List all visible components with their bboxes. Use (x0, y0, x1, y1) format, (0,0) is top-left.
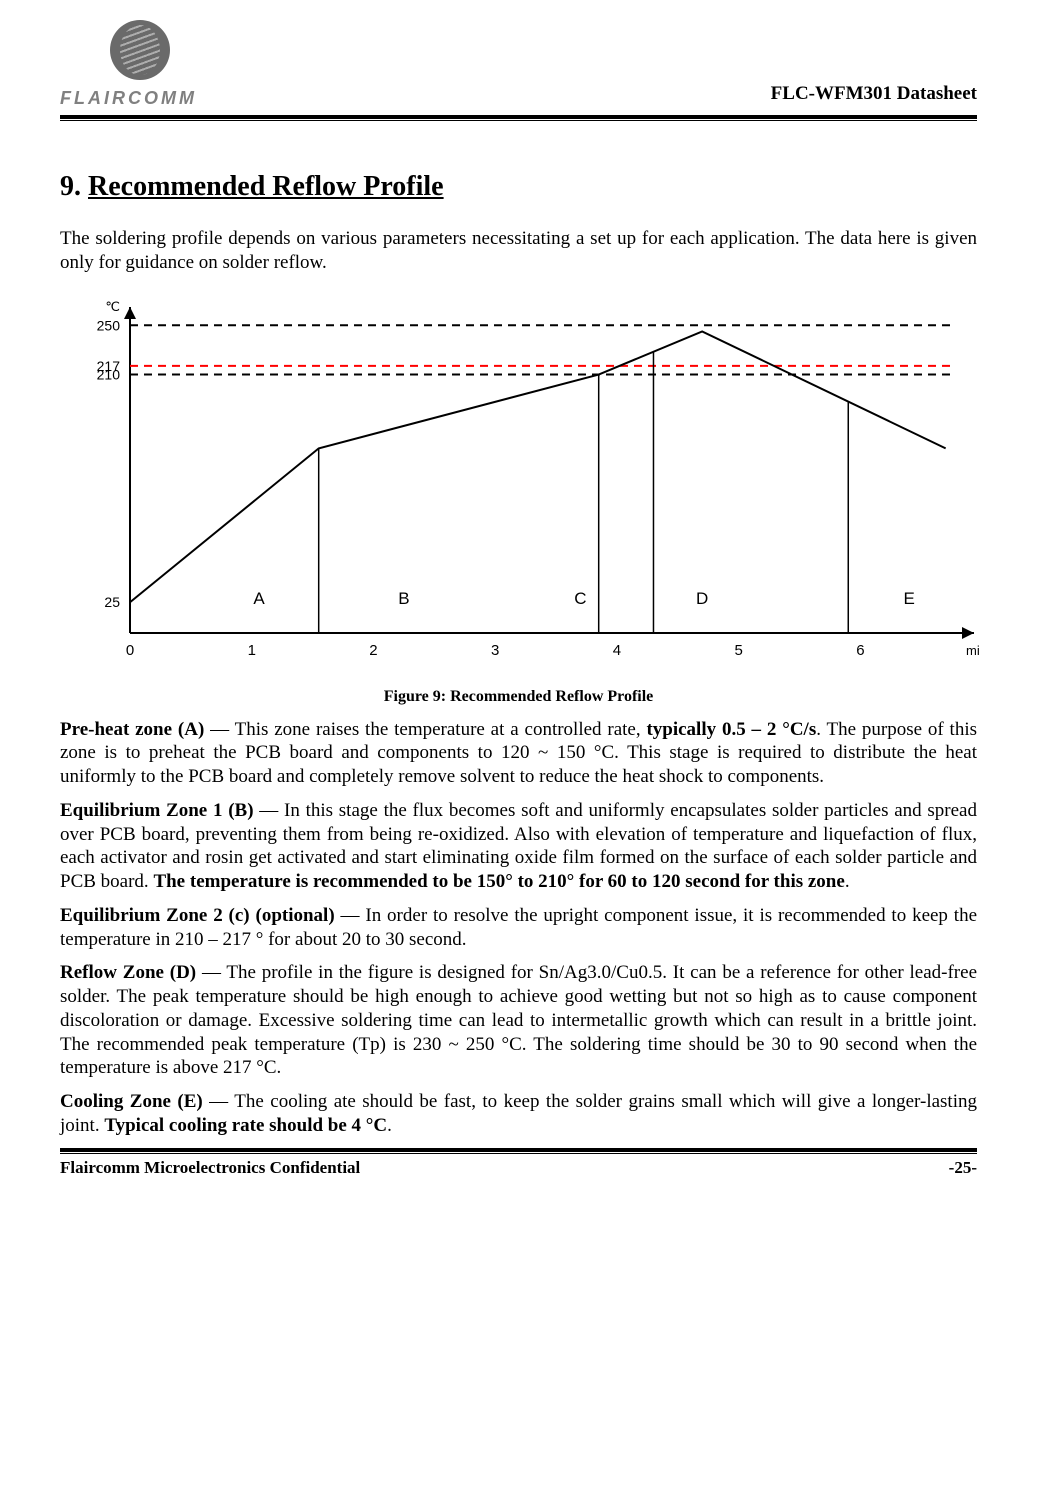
logo-icon (110, 20, 170, 80)
svg-text:E: E (903, 589, 914, 608)
svg-text:C: C (574, 589, 586, 608)
svg-text:5: 5 (735, 642, 743, 659)
zone-b-t2: . (845, 871, 850, 892)
intro-paragraph: The soldering profile depends on various… (60, 227, 977, 275)
section-heading: 9. Recommended Reflow Profile (60, 171, 977, 203)
zone-b-lead: Equilibrium Zone 1 (B) (60, 800, 254, 821)
svg-text:6: 6 (856, 642, 864, 659)
reflow-chart: 25210217250℃0123456minABCDE (60, 293, 977, 678)
section-number: 9. (60, 171, 81, 202)
zone-b-paragraph: Equilibrium Zone 1 (B) — In this stage t… (60, 799, 977, 894)
svg-text:D: D (696, 589, 708, 608)
figure-caption: Figure 9: Recommended Reflow Profile (60, 688, 977, 706)
section-title: Recommended Reflow Profile (88, 171, 444, 202)
svg-text:min: min (966, 643, 980, 658)
zone-d-t1: — The profile in the figure is designed … (60, 962, 977, 1078)
svg-text:1: 1 (248, 642, 256, 659)
zone-d-lead: Reflow Zone (D) (60, 962, 196, 983)
zone-d-paragraph: Reflow Zone (D) — The profile in the fig… (60, 961, 977, 1080)
zone-e-lead: Cooling Zone (E) (60, 1091, 203, 1112)
svg-text:2: 2 (369, 642, 377, 659)
page: FLAIRCOMM FLC-WFM301 Datasheet 9. Recomm… (0, 0, 1037, 1208)
zone-a-t1: — This zone raises the temperature at a … (204, 719, 646, 740)
footer-rule-thick (60, 1148, 977, 1152)
zone-e-paragraph: Cooling Zone (E) — The cooling ate shoul… (60, 1090, 977, 1138)
header-rule-thin (60, 120, 977, 121)
zone-c-paragraph: Equilibrium Zone 2 (c) (optional) — In o… (60, 904, 977, 952)
zone-a-paragraph: Pre-heat zone (A) — This zone raises the… (60, 718, 977, 789)
svg-text:25: 25 (104, 594, 120, 610)
footer-right: -25- (949, 1158, 977, 1178)
zone-a-lead: Pre-heat zone (A) (60, 719, 204, 740)
zone-c-lead: Equilibrium Zone 2 (c) (optional) (60, 905, 335, 926)
company-name: FLAIRCOMM (60, 88, 260, 109)
svg-text:℃: ℃ (105, 299, 120, 314)
zone-b-b1: The temperature is recommended to be 150… (153, 871, 844, 892)
svg-text:3: 3 (491, 642, 499, 659)
page-header: FLAIRCOMM FLC-WFM301 Datasheet (60, 20, 977, 113)
svg-text:B: B (398, 589, 409, 608)
svg-text:250: 250 (97, 317, 121, 333)
svg-text:0: 0 (126, 642, 134, 659)
svg-text:A: A (253, 589, 265, 608)
zone-e-t2: . (387, 1115, 392, 1136)
header-rule-thick (60, 115, 977, 119)
svg-text:217: 217 (97, 357, 121, 373)
footer-left: Flaircomm Microelectronics Confidential (60, 1158, 360, 1178)
company-logo: FLAIRCOMM (60, 20, 260, 109)
zone-a-b1: typically 0.5 – 2 °C/s (646, 719, 816, 740)
document-title: FLC-WFM301 Datasheet (771, 83, 977, 109)
page-footer: Flaircomm Microelectronics Confidential … (60, 1154, 977, 1178)
reflow-chart-svg: 25210217250℃0123456minABCDE (60, 293, 980, 673)
zone-e-b1: Typical cooling rate should be 4 °C (104, 1115, 387, 1136)
svg-text:4: 4 (613, 642, 621, 659)
